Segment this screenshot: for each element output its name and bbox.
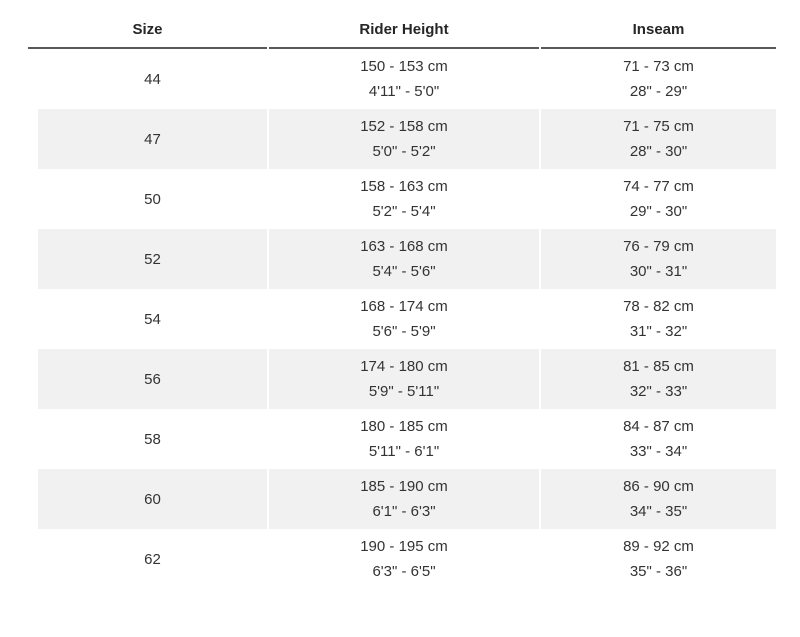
inseam-imperial: 31" - 32" <box>629 323 688 340</box>
size-cell: 58 <box>28 409 267 469</box>
size-chart-section: Size Rider Height Inseam 44 150 - 153 cm… <box>26 11 778 589</box>
rider-height-cell: 150 - 153 cm 4'11" - 5'0" <box>269 49 539 109</box>
rider-height-cell: 180 - 185 cm 5'11" - 6'1" <box>269 409 539 469</box>
table-row: 44 150 - 153 cm 4'11" - 5'0" 71 - 73 cm … <box>28 49 776 109</box>
column-header-size: Size <box>28 11 267 49</box>
size-cell: 47 <box>28 109 267 169</box>
rider-height-imperial: 5'2" - 5'4" <box>372 203 436 220</box>
inseam-imperial: 30" - 31" <box>629 263 688 280</box>
inseam-imperial: 35" - 36" <box>629 563 688 580</box>
size-value: 60 <box>144 490 161 508</box>
rider-height-imperial: 5'0" - 5'2" <box>372 143 436 160</box>
size-cell: 60 <box>28 469 267 529</box>
inseam-cell: 71 - 73 cm 28" - 29" <box>541 49 776 109</box>
rider-height-imperial: 6'3" - 6'5" <box>372 563 436 580</box>
rider-height-cm: 185 - 190 cm <box>360 478 448 495</box>
rider-height-imperial: 4'11" - 5'0" <box>368 83 440 100</box>
size-value: 58 <box>144 430 161 448</box>
inseam-cm: 76 - 79 cm <box>623 238 694 255</box>
rider-height-cell: 190 - 195 cm 6'3" - 6'5" <box>269 529 539 589</box>
rider-height-cell: 174 - 180 cm 5'9" - 5'11" <box>269 349 539 409</box>
rider-height-imperial: 5'6" - 5'9" <box>372 323 436 340</box>
rider-height-cm: 168 - 174 cm <box>360 298 448 315</box>
rider-height-cm: 158 - 163 cm <box>360 178 448 195</box>
inseam-cm: 71 - 73 cm <box>623 58 694 75</box>
table-row: 62 190 - 195 cm 6'3" - 6'5" 89 - 92 cm 3… <box>28 529 776 589</box>
rider-height-cm: 180 - 185 cm <box>360 418 448 435</box>
rider-height-imperial: 6'1" - 6'3" <box>372 503 436 520</box>
rider-height-cm: 163 - 168 cm <box>360 238 448 255</box>
size-value: 62 <box>144 550 161 568</box>
inseam-cm: 84 - 87 cm <box>623 418 694 435</box>
inseam-cell: 74 - 77 cm 29" - 30" <box>541 169 776 229</box>
rider-height-cell: 168 - 174 cm 5'6" - 5'9" <box>269 289 539 349</box>
inseam-imperial: 34" - 35" <box>629 503 688 520</box>
rider-height-cm: 150 - 153 cm <box>360 58 448 75</box>
size-value: 44 <box>144 70 161 88</box>
table-row: 47 152 - 158 cm 5'0" - 5'2" 71 - 75 cm 2… <box>28 109 776 169</box>
rider-height-imperial: 5'4" - 5'6" <box>372 263 436 280</box>
table-row: 60 185 - 190 cm 6'1" - 6'3" 86 - 90 cm 3… <box>28 469 776 529</box>
rider-height-cell: 158 - 163 cm 5'2" - 5'4" <box>269 169 539 229</box>
size-value: 52 <box>144 250 161 268</box>
inseam-imperial: 33" - 34" <box>629 443 688 460</box>
column-header-rider-height: Rider Height <box>269 11 539 49</box>
inseam-cm: 89 - 92 cm <box>623 538 694 555</box>
rider-height-cm: 174 - 180 cm <box>360 358 448 375</box>
rider-height-imperial: 5'9" - 5'11" <box>368 383 440 400</box>
table-header-row: Size Rider Height Inseam <box>28 11 776 49</box>
rider-height-imperial: 5'11" - 6'1" <box>368 443 440 460</box>
inseam-imperial: 28" - 29" <box>629 83 688 100</box>
inseam-cell: 81 - 85 cm 32" - 33" <box>541 349 776 409</box>
inseam-cm: 86 - 90 cm <box>623 478 694 495</box>
table-row: 56 174 - 180 cm 5'9" - 5'11" 81 - 85 cm … <box>28 349 776 409</box>
size-cell: 52 <box>28 229 267 289</box>
table-row: 54 168 - 174 cm 5'6" - 5'9" 78 - 82 cm 3… <box>28 289 776 349</box>
size-chart-head: Size Rider Height Inseam <box>28 11 776 49</box>
size-value: 54 <box>144 310 161 328</box>
size-chart-body: 44 150 - 153 cm 4'11" - 5'0" 71 - 73 cm … <box>28 49 776 589</box>
inseam-cm: 74 - 77 cm <box>623 178 694 195</box>
table-row: 50 158 - 163 cm 5'2" - 5'4" 74 - 77 cm 2… <box>28 169 776 229</box>
size-value: 47 <box>144 130 161 148</box>
inseam-cm: 71 - 75 cm <box>623 118 694 135</box>
table-row: 52 163 - 168 cm 5'4" - 5'6" 76 - 79 cm 3… <box>28 229 776 289</box>
inseam-cm: 81 - 85 cm <box>623 358 694 375</box>
inseam-cell: 84 - 87 cm 33" - 34" <box>541 409 776 469</box>
size-cell: 50 <box>28 169 267 229</box>
size-value: 56 <box>144 370 161 388</box>
inseam-imperial: 28" - 30" <box>629 143 688 160</box>
size-cell: 56 <box>28 349 267 409</box>
size-cell: 62 <box>28 529 267 589</box>
inseam-cell: 78 - 82 cm 31" - 32" <box>541 289 776 349</box>
rider-height-cm: 152 - 158 cm <box>360 118 448 135</box>
rider-height-cell: 185 - 190 cm 6'1" - 6'3" <box>269 469 539 529</box>
inseam-cell: 89 - 92 cm 35" - 36" <box>541 529 776 589</box>
rider-height-cell: 163 - 168 cm 5'4" - 5'6" <box>269 229 539 289</box>
size-cell: 54 <box>28 289 267 349</box>
size-chart-table: Size Rider Height Inseam 44 150 - 153 cm… <box>26 11 778 589</box>
inseam-imperial: 29" - 30" <box>629 203 688 220</box>
size-value: 50 <box>144 190 161 208</box>
column-header-inseam: Inseam <box>541 11 776 49</box>
inseam-cm: 78 - 82 cm <box>623 298 694 315</box>
table-row: 58 180 - 185 cm 5'11" - 6'1" 84 - 87 cm … <box>28 409 776 469</box>
inseam-cell: 76 - 79 cm 30" - 31" <box>541 229 776 289</box>
rider-height-cm: 190 - 195 cm <box>360 538 448 555</box>
inseam-cell: 71 - 75 cm 28" - 30" <box>541 109 776 169</box>
size-cell: 44 <box>28 49 267 109</box>
rider-height-cell: 152 - 158 cm 5'0" - 5'2" <box>269 109 539 169</box>
inseam-imperial: 32" - 33" <box>629 383 688 400</box>
inseam-cell: 86 - 90 cm 34" - 35" <box>541 469 776 529</box>
